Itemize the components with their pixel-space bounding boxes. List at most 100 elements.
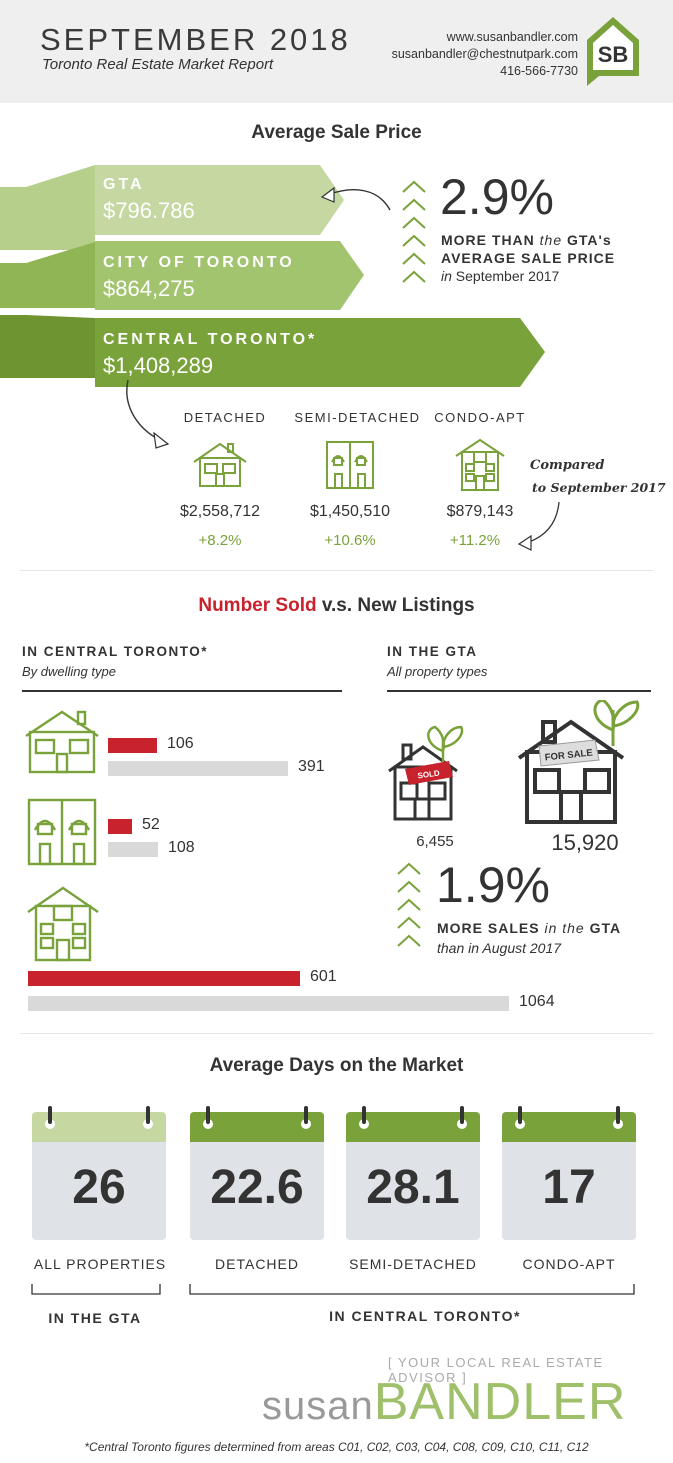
- condo-building-icon: [455, 438, 505, 491]
- semi-detached-house-icon: [326, 441, 374, 489]
- sold-bar-semi-detached: [108, 819, 132, 834]
- central-arrow: [95, 318, 545, 387]
- calendar-semi: 28.1: [346, 1106, 480, 1240]
- price-stat-line3: in September 2017: [441, 268, 559, 284]
- central-subheading: By dwelling type: [22, 664, 116, 679]
- gta-heading: IN THE GTA: [387, 644, 478, 659]
- region-arrows: [0, 165, 545, 387]
- sales-end-1: GTA: [589, 920, 622, 936]
- calendar-condo: 17: [502, 1106, 636, 1240]
- stat-end-1: GTA's: [567, 232, 612, 248]
- central-heading: IN CENTRAL TORONTO*: [22, 644, 209, 659]
- brand-last: BANDLER: [373, 1373, 627, 1431]
- days-label-semi: SEMI-DETACHED: [349, 1256, 477, 1272]
- detached-price: $2,558,712: [179, 503, 261, 520]
- divider-1: [20, 570, 653, 571]
- down-pointer-icon: [126, 379, 170, 449]
- stat-italic-3: in: [441, 268, 452, 284]
- days-label-detached: DETACHED: [215, 1256, 299, 1272]
- logo-house-icon: SB: [587, 17, 639, 86]
- calendar-top: [502, 1106, 636, 1142]
- calendar-top: [190, 1106, 324, 1142]
- sold-title-red: Number Sold: [198, 595, 317, 616]
- note-pointer-icon: [517, 501, 560, 551]
- report-subtitle: Toronto Real Estate Market Report: [42, 56, 274, 73]
- central-rule: [22, 690, 342, 692]
- sold-label-semi-detached: 52: [142, 816, 160, 833]
- calendar-all-properties: 26: [32, 1106, 166, 1240]
- toronto-arrow: [95, 241, 364, 310]
- gta-price: $796.786: [103, 198, 195, 223]
- group-gta-label: IN THE GTA: [48, 1310, 142, 1326]
- listings-bar-condo-apt: [28, 996, 509, 1011]
- group-central-label: IN CENTRAL TORONTO*: [329, 1308, 521, 1324]
- semi-label: SEMI-DETACHED: [294, 410, 421, 425]
- compare-note-1: Compared: [530, 458, 605, 473]
- sold-sign-text: SOLD: [417, 768, 440, 780]
- website-link[interactable]: www.susanbandler.com: [446, 30, 578, 44]
- condo-building-icon: [27, 886, 99, 962]
- sales-italic-1: in the: [544, 920, 585, 936]
- central-arrow-tail: [0, 315, 95, 378]
- price-stat-line1: MORE THAN the GTA's: [441, 232, 612, 248]
- compare-note-2: to September 2017: [532, 480, 666, 495]
- calendar-ring-icon: [359, 1106, 369, 1129]
- price-stat-percent: 2.9%: [440, 169, 554, 225]
- semi-detached-house-icon: [27, 798, 97, 866]
- brand-first: susan: [262, 1384, 374, 1428]
- days-label-condo: CONDO-APT: [522, 1256, 616, 1272]
- stat-bold-1: MORE THAN: [441, 232, 535, 248]
- group-brackets: [31, 1284, 635, 1295]
- gta-subheading: All property types: [387, 664, 488, 679]
- sold-bar-condo-apt: [28, 971, 300, 986]
- sold-house-icon: SOLD: [388, 725, 464, 821]
- calendar-ring-icon: [301, 1106, 311, 1129]
- listings-label-semi-detached: 108: [168, 839, 195, 856]
- for-sale-sign-text: FOR SALE: [544, 748, 593, 764]
- calendar-top: [32, 1106, 166, 1142]
- sales-stat-line1: MORE SALES in the GTA: [437, 920, 621, 936]
- days-label-all: ALL PROPERTIES: [33, 1256, 167, 1272]
- listings-label-condo-apt: 1064: [519, 993, 555, 1010]
- detached-house-icon: [25, 710, 99, 774]
- gta-arrow-tail: [0, 165, 95, 250]
- calendar-top: [346, 1106, 480, 1142]
- sold-sign: [405, 761, 453, 785]
- semi-price: $1,450,510: [309, 503, 391, 520]
- listings-bar-semi-detached: [108, 842, 158, 857]
- central-price: $1,408,289: [103, 353, 214, 378]
- footnote: *Central Toronto figures determined from…: [84, 1440, 589, 1454]
- sold-title: Number Sold v.s. New Listings: [0, 595, 673, 617]
- email-link[interactable]: susanbandler@chestnutpark.com: [391, 47, 578, 61]
- header-band: [0, 0, 673, 103]
- listings-bar-detached: [108, 761, 288, 776]
- stat-end-3: September 2017: [455, 268, 560, 284]
- price-stat-line2: AVERAGE SALE PRICE: [441, 250, 616, 266]
- report-title: SEPTEMBER 2018: [40, 22, 351, 57]
- logo-text: SB: [598, 42, 629, 67]
- gta-arrow: [95, 165, 344, 235]
- chevron-up-icon: [397, 862, 421, 947]
- condo-label: CONDO-APT: [434, 410, 526, 425]
- toronto-arrow-tail: [0, 242, 95, 308]
- condo-change: +11.2%: [449, 532, 501, 549]
- tagline: [ YOUR LOCAL REAL ESTATE ADVISOR ]: [388, 1355, 604, 1385]
- calendar-ring-icon: [203, 1106, 213, 1129]
- stat-italic-1: the: [539, 232, 563, 248]
- brand-wordmark: susanBANDLER: [262, 1372, 626, 1432]
- sold-label-condo-apt: 601: [310, 968, 337, 985]
- calendar-ring-icon: [143, 1106, 153, 1129]
- sales-stat-percent: 1.9%: [436, 857, 550, 913]
- gta-sold-value: 6,455: [416, 833, 454, 850]
- detached-label: DETACHED: [183, 410, 267, 425]
- detached-change: +8.2%: [198, 532, 242, 549]
- gta-rule: [387, 690, 651, 692]
- curved-pointer-icon: [320, 186, 391, 211]
- sold-label-detached: 106: [167, 735, 194, 752]
- toronto-label: CITY OF TORONTO: [103, 254, 295, 271]
- semi-change: +10.6%: [324, 532, 376, 549]
- listings-label-detached: 391: [298, 758, 325, 775]
- calendar-ring-icon: [45, 1106, 55, 1129]
- days-title: Average Days on the Market: [209, 1055, 464, 1076]
- toronto-price: $864,275: [103, 276, 195, 301]
